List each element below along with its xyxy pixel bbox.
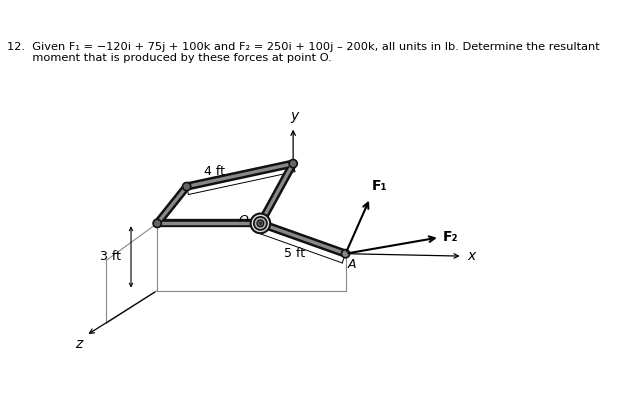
- Circle shape: [259, 222, 262, 225]
- Circle shape: [251, 213, 270, 233]
- Text: z: z: [75, 337, 83, 351]
- Circle shape: [257, 220, 264, 227]
- Text: x: x: [468, 249, 476, 263]
- Text: F₂: F₂: [443, 230, 458, 244]
- Circle shape: [183, 182, 191, 191]
- Circle shape: [153, 219, 161, 228]
- Text: 5 ft: 5 ft: [284, 247, 305, 260]
- Text: moment that is produced by these forces at point O.: moment that is produced by these forces …: [6, 53, 332, 63]
- Circle shape: [342, 249, 350, 258]
- Text: A: A: [348, 258, 357, 271]
- Text: O: O: [238, 214, 248, 228]
- Circle shape: [254, 217, 267, 230]
- Text: 3 ft: 3 ft: [100, 250, 121, 263]
- Circle shape: [289, 160, 297, 168]
- Text: 12.  Given F₁ = −120i + 75j + 100k and F₂ = 250i + 100j – 200k, all units in lb.: 12. Given F₁ = −120i + 75j + 100k and F₂…: [6, 43, 599, 52]
- Text: 4 ft: 4 ft: [204, 165, 225, 178]
- Text: y: y: [291, 109, 299, 124]
- Text: F₁: F₁: [372, 179, 387, 193]
